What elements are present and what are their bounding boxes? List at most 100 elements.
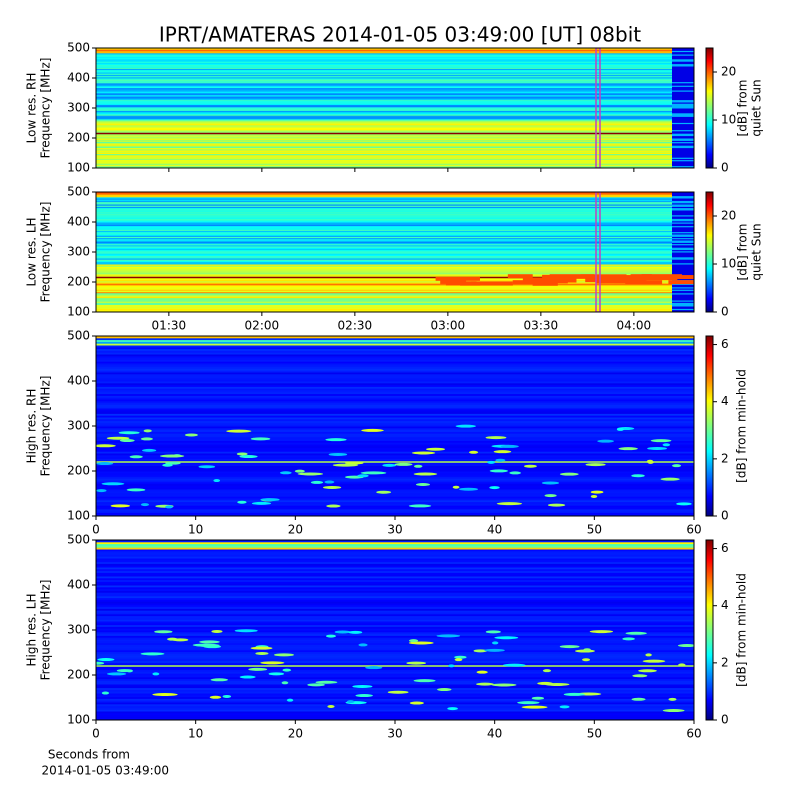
x-tick-label: 30 — [387, 523, 402, 537]
spectrogram-row — [96, 97, 672, 99]
spectrogram-row — [672, 114, 694, 116]
spectrogram-row — [96, 212, 672, 215]
spectrogram-row — [96, 424, 694, 427]
spectrogram-row — [96, 134, 672, 137]
spectrogram-row — [96, 219, 672, 222]
spectrogram-patch — [544, 494, 557, 498]
spectrogram-row — [672, 138, 694, 140]
spectrogram-row — [96, 370, 694, 373]
x-tick-label: 02:30 — [338, 319, 373, 333]
spectrogram-patch — [96, 462, 114, 466]
spectrogram-row — [96, 436, 694, 440]
spectrogram-row — [96, 590, 694, 593]
spectrogram-row — [96, 712, 694, 716]
spectrogram-row — [96, 346, 694, 350]
spectrogram-row — [96, 261, 672, 264]
spectrogram-row — [96, 610, 694, 613]
spectrogram-row — [96, 148, 672, 151]
spectrogram-row — [672, 106, 694, 109]
spectrogram-patch — [286, 698, 294, 702]
spectrogram-patch — [294, 469, 305, 473]
spectrogram-row — [96, 408, 694, 411]
spectrogram-row — [672, 256, 694, 259]
spectrogram-patch — [234, 629, 258, 633]
spectrogram-row — [672, 289, 694, 291]
spectrogram-row — [672, 129, 694, 132]
spectrogram-row — [672, 310, 694, 312]
spectrogram-row — [672, 286, 694, 289]
spectrogram-row — [96, 496, 694, 499]
spectrogram-row — [96, 337, 694, 341]
spectrogram-row — [672, 225, 694, 228]
spectrogram-patch — [96, 489, 107, 493]
spectrogram-row — [96, 390, 694, 393]
spectrogram-row — [96, 397, 694, 400]
spectrogram-patch — [143, 429, 152, 433]
spectrogram-row — [96, 194, 672, 197]
spectrogram-row — [96, 574, 694, 577]
spectrogram-patch — [677, 644, 694, 648]
spectrogram-patch — [476, 670, 488, 674]
spectrogram-row — [672, 124, 694, 127]
spectrogram-row — [672, 219, 694, 222]
spectrogram-row — [96, 153, 672, 156]
spectrogram-image — [96, 336, 694, 516]
spectrogram-patch — [268, 672, 285, 676]
spectrogram-patch — [357, 474, 369, 478]
spectrogram-row — [96, 572, 694, 575]
spectrogram-row — [96, 599, 694, 602]
spectrogram-row — [96, 458, 694, 461]
spectrogram-row — [96, 540, 694, 543]
spectrogram-row — [96, 213, 672, 216]
spectrogram-row — [96, 68, 672, 71]
y-axis-label: High res. LH — [25, 593, 39, 666]
spectrogram-row — [672, 306, 694, 308]
spectrogram-row — [672, 218, 694, 221]
spectrogram-row — [96, 363, 694, 366]
colorbar-tick-label: 2 — [721, 451, 729, 465]
spectrogram-patch — [582, 658, 591, 662]
spectrogram-row — [672, 309, 694, 312]
spectrogram-row — [672, 64, 694, 67]
spectrogram-row — [96, 297, 672, 300]
spectrogram-patch — [583, 648, 591, 652]
spectrogram-row — [96, 386, 694, 389]
spectrogram-row — [96, 216, 672, 218]
spectrogram-image — [96, 540, 694, 720]
spectrogram-patch — [662, 443, 671, 447]
spectrogram-row — [672, 134, 694, 137]
spectrogram-patch — [408, 641, 434, 645]
spectrogram-row — [96, 606, 694, 609]
spectrogram-patch — [255, 651, 269, 655]
spectrogram-patch — [437, 688, 452, 692]
spectrogram-row — [96, 291, 672, 294]
spectrogram-row — [96, 449, 694, 452]
spectrogram-row — [96, 273, 672, 276]
spectrogram-row — [96, 78, 672, 80]
spectrogram-patch — [119, 439, 135, 443]
spectrogram-patch — [239, 675, 256, 679]
spectrogram-patch — [376, 490, 392, 494]
spectrogram-patch — [484, 648, 505, 652]
spectrogram-row — [96, 99, 672, 102]
spectrogram-row — [96, 549, 694, 552]
spectrogram-row — [672, 103, 694, 105]
spectrogram-row — [96, 545, 694, 548]
spectrogram-patch — [646, 459, 654, 463]
spectrogram-patch — [248, 667, 268, 671]
spectrogram-row — [672, 208, 694, 211]
y-axis-label: Frequency [MHz] — [39, 376, 53, 477]
spectrogram-patch — [452, 485, 460, 489]
x-axis-label: 2014-01-05 03:49:00 — [42, 764, 169, 778]
spectrogram-row — [96, 109, 672, 111]
spectrogram-patch — [522, 277, 547, 282]
spectrogram-row — [672, 72, 694, 74]
spectrogram-patch — [297, 472, 324, 476]
spectrogram-row — [96, 705, 694, 708]
spectrogram-row — [672, 97, 694, 99]
spectrogram-row — [96, 136, 672, 139]
spectrogram-row — [672, 62, 694, 65]
spectrogram-row — [672, 154, 694, 157]
x-tick-label: 0 — [92, 523, 100, 537]
